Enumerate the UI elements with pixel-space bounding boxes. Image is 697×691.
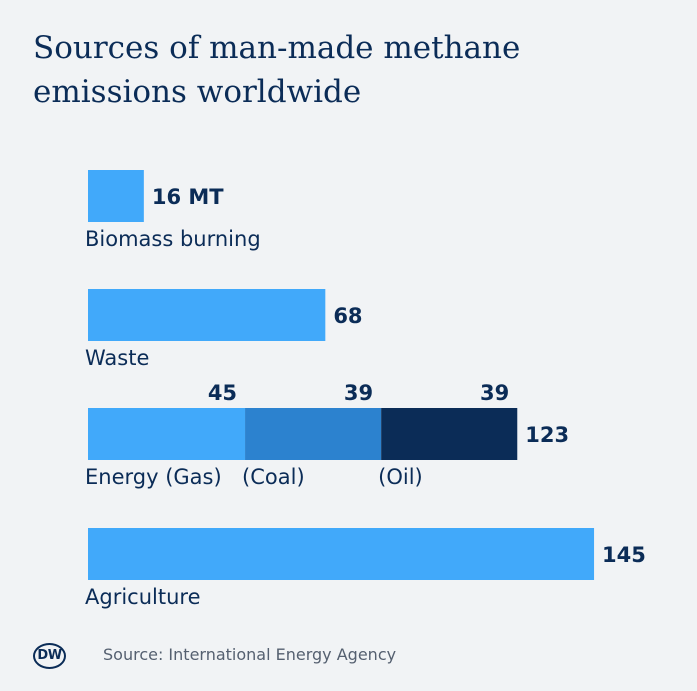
bar-segment xyxy=(88,170,144,222)
bar-segment xyxy=(381,408,518,460)
segment-category-label: (Oil) xyxy=(378,465,423,489)
bar-chart: 16 MT Biomass burning 68 Waste 45 Energy (Gas… xyxy=(85,170,646,609)
bar-value-label: 123 xyxy=(525,423,569,447)
bar-category-label: Waste xyxy=(85,346,149,370)
segment-value-label: 39 xyxy=(480,381,509,405)
bar-segment xyxy=(88,289,326,341)
footer: DW Source: International Energy Agency xyxy=(33,641,673,673)
segment-value-label: 45 xyxy=(208,381,237,405)
bar-category-label: Agriculture xyxy=(85,585,201,609)
bar-category-label: Biomass burning xyxy=(85,227,261,251)
bar-value-label: 68 xyxy=(333,304,362,328)
segment-category-label: Energy (Gas) xyxy=(85,465,222,489)
dw-logo: DW xyxy=(33,643,66,669)
bar-value-label: 16 MT xyxy=(152,185,224,209)
bar-value-label: 145 xyxy=(602,543,646,567)
source-note: Source: International Energy Agency xyxy=(103,645,397,664)
bar-segment xyxy=(245,408,382,460)
segment-value-label: 39 xyxy=(344,381,373,405)
bar-segment xyxy=(88,408,246,460)
segment-category-label: (Coal) xyxy=(242,465,305,489)
chart-title: Sources of man-made methane emissions wo… xyxy=(33,30,521,110)
bar-segment xyxy=(88,528,595,580)
